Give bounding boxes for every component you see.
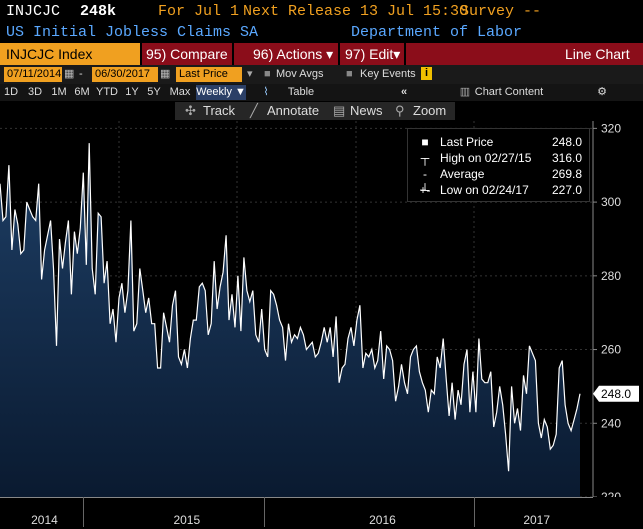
- x-axis-band: [0, 497, 643, 529]
- legend-low-label: Low on 02/24/17: [440, 183, 529, 197]
- annotate-button[interactable]: Annotate: [267, 103, 320, 118]
- legend-last-price-value: 248.0: [551, 135, 582, 149]
- y-tick-label: 240: [601, 416, 621, 430]
- key-events-checkbox[interactable]: ■: [346, 68, 353, 80]
- last-price-label: 248.0: [601, 387, 631, 401]
- last-price-marker: 248.0: [593, 385, 639, 402]
- news-icon: ▤: [333, 103, 346, 118]
- y-tick-label: 300: [601, 195, 621, 209]
- next-release: Next Release 13 Jul 15:30: [243, 3, 469, 20]
- series-line: [0, 143, 581, 472]
- y-tick-label: 260: [601, 343, 621, 357]
- high-marker-icon: ┬: [420, 151, 430, 165]
- y-axis: 220240260280300320: [592, 121, 621, 504]
- range-6m-button[interactable]: 6M: [74, 86, 90, 98]
- date-separator: -: [79, 68, 83, 80]
- y-tick-label: 320: [601, 121, 621, 135]
- edit-menu[interactable]: 97) Edit▾: [345, 46, 401, 62]
- divider: [232, 43, 234, 65]
- options-bar: 07/11/2014 ▦ - 06/30/2017 ▦ Last Price ▾…: [0, 65, 643, 84]
- track-button[interactable]: Track: [203, 103, 236, 118]
- legend-high-value: 316.0: [551, 151, 582, 165]
- chart-content-button[interactable]: Chart Content: [474, 86, 544, 98]
- average-marker-icon: -+-: [419, 167, 431, 197]
- dropdown-arrow-icon[interactable]: ▾: [247, 68, 253, 80]
- ticker[interactable]: INJCJC: [6, 3, 61, 20]
- key-events-label[interactable]: Key Events: [360, 68, 416, 80]
- news-button[interactable]: News: [350, 103, 383, 118]
- actions-menu[interactable]: 96) Actions ▾: [253, 46, 334, 62]
- collapse-icon[interactable]: «: [400, 86, 408, 98]
- menu-bar: INJCJC Index 95) Compare 96) Actions ▾ 9…: [0, 43, 643, 65]
- divider: [338, 43, 340, 65]
- annotate-icon: ╱: [250, 103, 258, 118]
- legend-high: ┬ High on 02/27/15 316.0: [414, 150, 586, 166]
- range-1d-button[interactable]: 1D: [3, 86, 19, 98]
- range-1y-button[interactable]: 1Y: [125, 86, 139, 98]
- start-date-field[interactable]: 07/11/2014: [4, 67, 62, 82]
- end-date-field[interactable]: 06/30/2017: [92, 67, 158, 82]
- chart-type-label[interactable]: Line Chart: [565, 46, 630, 62]
- legend-average-value: 269.8: [551, 167, 582, 181]
- info-icon[interactable]: i: [421, 67, 432, 80]
- range-3d-button[interactable]: 3D: [27, 86, 43, 98]
- chart-legend: ■ Last Price 248.0 ┬ High on 02/27/15 31…: [407, 128, 590, 202]
- index-field[interactable]: INJCJC Index: [0, 43, 140, 65]
- range-5y-button[interactable]: 5Y: [147, 86, 161, 98]
- zoom-icon: ⚲: [395, 103, 405, 118]
- legend-high-label: High on 02/27/15: [440, 151, 532, 165]
- low-marker-icon: ┴: [420, 183, 430, 197]
- legend-low: ┴ Low on 02/24/17 227.0: [414, 182, 586, 198]
- field-select[interactable]: Last Price: [176, 67, 242, 82]
- legend-last-price: ■ Last Price 248.0: [414, 134, 586, 150]
- range-ytd-button[interactable]: YTD: [96, 86, 118, 98]
- release-for-date: For Jul 1: [158, 3, 240, 20]
- chart-content-icon: ▥: [459, 86, 471, 98]
- gear-icon[interactable]: ⚙: [597, 86, 607, 98]
- chart-tools: ✣ Track ╱ Annotate ▤ News ⚲ Zoom: [175, 102, 455, 120]
- white-square-icon: ■: [421, 135, 429, 149]
- security-description: US Initial Jobless Claims SA Department …: [0, 22, 643, 42]
- compare-button[interactable]: 95) Compare: [146, 46, 228, 62]
- calendar-icon[interactable]: ▦: [64, 68, 75, 80]
- legend-average-label: Average: [440, 167, 485, 181]
- survey: Survey --: [460, 3, 542, 20]
- range-bar: 1D 3D 1M 6M YTD 1Y 5Y Max Weekly ▼ ⌇ Tab…: [0, 84, 643, 101]
- last-price-box: [593, 385, 639, 402]
- security-name: US Initial Jobless Claims SA: [6, 24, 259, 41]
- x-axis: 2014 2015 2016 2017: [0, 497, 643, 529]
- range-1m-button[interactable]: 1M: [51, 86, 67, 98]
- data-source: Department of Labor: [351, 24, 523, 41]
- zoom-button[interactable]: Zoom: [413, 103, 447, 118]
- mov-avgs-checkbox[interactable]: ■: [264, 68, 271, 80]
- security-header: INJCJC 248k For Jul 1 Next Release 13 Ju…: [0, 0, 643, 22]
- current-value: 248k: [80, 3, 117, 20]
- x-tick-label: 2017: [523, 513, 550, 527]
- track-icon: ✣: [185, 103, 196, 118]
- divider: [140, 43, 142, 65]
- range-max-button[interactable]: Max: [169, 86, 191, 98]
- legend-last-price-label: Last Price: [440, 135, 494, 149]
- mov-avgs-label[interactable]: Mov Avgs: [276, 68, 324, 80]
- line-chart-icon[interactable]: ⌇: [263, 86, 269, 98]
- period-select[interactable]: Weekly ▼: [196, 85, 246, 100]
- x-tick-label: 2015: [173, 513, 200, 527]
- y-tick-label: 280: [601, 269, 621, 283]
- legend-average: -+- Average 269.8: [414, 166, 586, 197]
- x-tick-label: 2016: [369, 513, 396, 527]
- x-tick-label: 2014: [31, 513, 58, 527]
- table-button[interactable]: Table: [287, 86, 315, 98]
- calendar-icon[interactable]: ▦: [160, 68, 171, 80]
- legend-low-value: 227.0: [551, 183, 582, 197]
- divider: [404, 43, 406, 65]
- area-fill: [0, 143, 580, 497]
